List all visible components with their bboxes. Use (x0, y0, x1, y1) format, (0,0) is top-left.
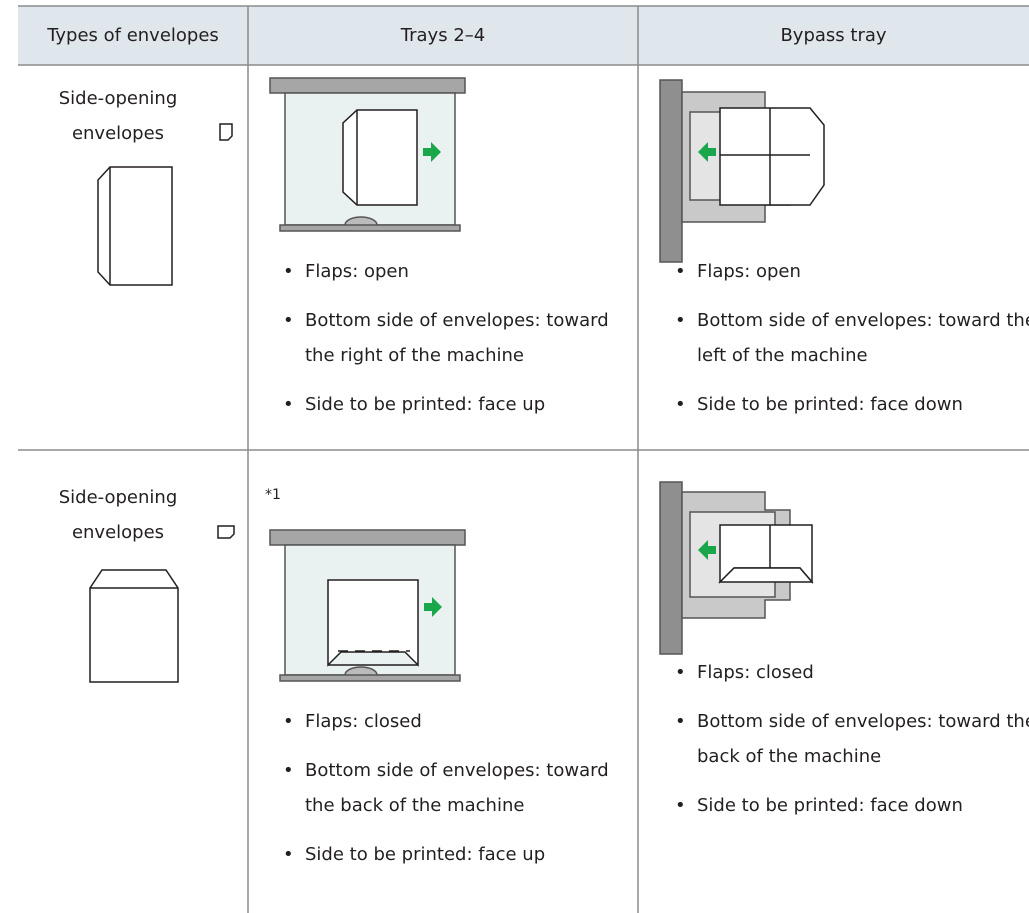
instruction: Flaps: open (283, 254, 625, 289)
bypass-illustration (659, 79, 825, 263)
tray-instructions: Flaps: closed Bottom side of envelopes: t… (283, 704, 625, 886)
tray-illustration (269, 529, 466, 682)
tray-illustration (269, 77, 466, 232)
bypass-illustration (659, 481, 814, 655)
instruction: Bottom side of envelopes: toward the bac… (675, 704, 1029, 774)
tray-instructions: Flaps: open Bottom side of envelopes: tow… (283, 254, 625, 436)
envelope-icon (89, 569, 179, 683)
instruction: Side to be printed: face down (675, 788, 1029, 823)
instruction: Side to be printed: face up (283, 837, 625, 872)
instruction: Bottom side of envelopes: toward the bac… (283, 753, 625, 823)
instruction: Bottom side of envelopes: toward the lef… (675, 303, 1029, 373)
table-borders (18, 5, 1029, 913)
orientation-glyph (217, 123, 235, 539)
envelope-type: Side-opening envelopes (58, 88, 178, 144)
column-header: Bypass tray (780, 25, 887, 46)
column-header: Types of envelopes (47, 25, 219, 46)
instruction: Side to be printed: face up (283, 387, 625, 422)
bypass-instructions: Flaps: closed Bottom side of envelopes: t… (675, 655, 1029, 837)
instruction: Flaps: closed (283, 704, 625, 739)
header-background (18, 6, 1029, 65)
instruction: Flaps: open (675, 254, 1029, 289)
instruction: Side to be printed: face down (675, 387, 1029, 422)
footnote-ref: *1 (265, 487, 281, 503)
instruction: Bottom side of envelopes: toward the rig… (283, 303, 625, 373)
instruction: Flaps: closed (675, 655, 1029, 690)
envelope-icon (97, 166, 173, 286)
envelope-type: Side-opening envelopes (58, 487, 178, 543)
column-header: Trays 2–4 (400, 25, 486, 46)
bypass-instructions: Flaps: open Bottom side of envelopes: tow… (675, 254, 1029, 436)
